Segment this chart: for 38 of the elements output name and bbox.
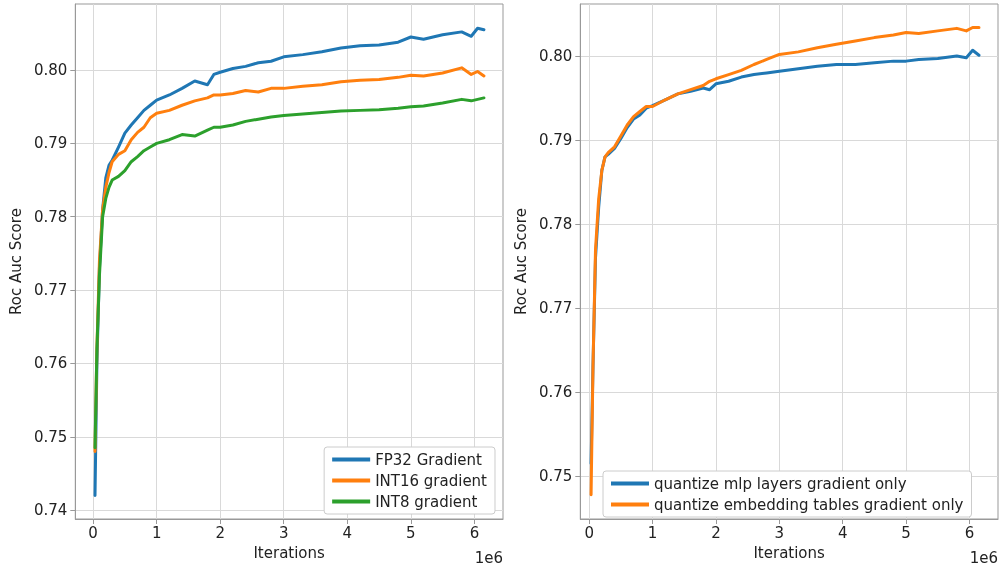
x-tick-label: 4 [342, 523, 353, 542]
legend-label: INT8 gradient [375, 492, 478, 511]
x-tick-label: 5 [406, 523, 416, 542]
y-tick-label: 0.77 [538, 299, 573, 318]
x-tick-label: 6 [964, 523, 975, 542]
y-tick-label: 0.80 [538, 47, 573, 66]
x-tick-label: 3 [278, 523, 289, 542]
legend-label: INT16 gradient [375, 471, 488, 490]
y-tick-label: 0.79 [538, 131, 573, 150]
x-tick-label: 4 [837, 523, 848, 542]
x-tick-label: 1 [151, 523, 162, 542]
x-tick-label: 1 [647, 523, 658, 542]
text: 1e6 [474, 548, 504, 565]
x-tick-label: 2 [711, 523, 721, 542]
y-axis-title: Roc Auc Score [6, 208, 25, 315]
y-tick-label: 0.80 [33, 61, 68, 80]
y-tick-label: 0.76 [33, 354, 68, 373]
x-tick-label: 5 [901, 523, 911, 542]
x-tick-label: 3 [774, 523, 785, 542]
x-tick-label: 2 [215, 523, 225, 542]
y-tick-label: 0.78 [33, 207, 68, 226]
y-tick-label: 0.76 [538, 383, 573, 402]
legend-label: quantize mlp layers gradient only [654, 474, 907, 493]
y-tick-label: 0.75 [33, 427, 68, 446]
y-tick-label: 0.74 [33, 501, 68, 520]
legend-label: quantize embedding tables gradient only [654, 495, 964, 514]
x-tick-label: 6 [469, 523, 480, 542]
x-axis-title: Iterations [753, 543, 826, 562]
text: 1e6 [969, 548, 999, 565]
x-axis-title: Iterations [253, 543, 326, 562]
x-tick-label: 0 [584, 523, 594, 542]
y-tick-label: 0.77 [33, 281, 68, 300]
y-axis-title: Roc Auc Score [511, 208, 530, 315]
y-tick-label: 0.75 [538, 467, 573, 486]
y-tick-label: 0.78 [538, 215, 573, 234]
x-tick-label: 0 [88, 523, 98, 542]
legend-label: FP32 Gradient [375, 450, 483, 469]
y-tick-label: 0.79 [33, 134, 68, 153]
